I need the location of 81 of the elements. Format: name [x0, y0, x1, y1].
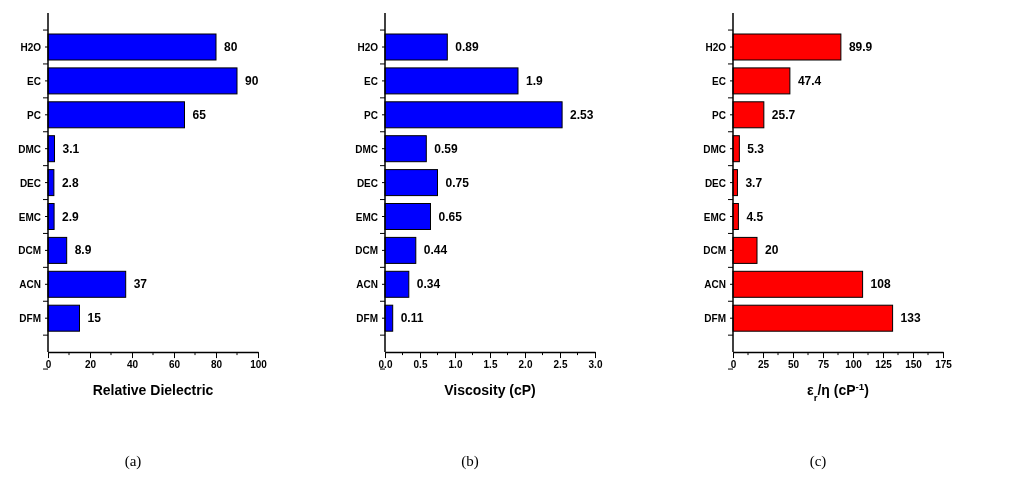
data-label: 0.34 — [416, 277, 441, 292]
x-tick-label: 80 — [210, 359, 223, 371]
data-label: 0.11 — [400, 311, 424, 326]
x-tick-label: 1.0 — [448, 359, 463, 371]
data-label: 25.7 — [771, 107, 796, 122]
y-tick-label: DEC — [19, 177, 41, 189]
x-tick-label: 50 — [787, 359, 800, 371]
data-label: 1.9 — [526, 73, 544, 88]
text: (a) — [124, 453, 142, 470]
y-tick-label: DFM — [704, 313, 726, 325]
x-tick-label: 3.0 — [588, 359, 603, 371]
data-label: 3.7 — [745, 175, 763, 190]
y-tick-label: H2O — [20, 42, 42, 53]
y-tick-label: EMC — [703, 211, 726, 223]
y-tick-label: ACN — [704, 279, 726, 291]
data-label: 0.65 — [438, 209, 463, 224]
x-tick-label: 0.0 — [378, 359, 393, 371]
y-tick-label: EC — [364, 75, 378, 87]
y-tick-label: DMC — [355, 143, 378, 155]
x-tick-label: 75 — [817, 359, 830, 371]
data-label: 0.89 — [455, 40, 479, 54]
data-label: 80 — [224, 40, 238, 54]
data-label: 0.59 — [434, 141, 458, 156]
x-tick-label: 100 — [845, 359, 863, 371]
y-tick-label: DCM — [703, 245, 726, 257]
x-tick-label: 25 — [757, 359, 770, 371]
x-tick-label: 20 — [84, 359, 97, 371]
data-label: 8.9 — [74, 243, 92, 258]
data-label: 2.8 — [61, 175, 79, 190]
y-tick-label: DFM — [356, 313, 378, 325]
data-label: 3.1 — [62, 141, 80, 156]
y-tick-label: H2O — [705, 42, 727, 53]
data-label: 20 — [765, 243, 779, 258]
x-tick-label: 0 — [45, 359, 52, 371]
data-label: 37 — [133, 277, 148, 292]
x-tick-label: 175 — [935, 359, 953, 371]
x-tick-label: 40 — [126, 359, 139, 371]
text: (b) — [461, 453, 479, 470]
data-label: 90 — [245, 73, 259, 88]
data-label: 47.4 — [797, 73, 822, 88]
data-label: 0.44 — [423, 243, 448, 258]
x-tick-label: 2.0 — [518, 359, 533, 371]
text: (c) — [809, 453, 827, 470]
x-tick-label: 2.5 — [553, 359, 568, 371]
y-tick-label: DCM — [355, 245, 378, 257]
y-tick-label: DEC — [704, 177, 726, 189]
y-tick-label: EMC — [355, 211, 378, 223]
y-tick-label: ACN — [356, 279, 378, 291]
x-axis-title: Relative Dielectric — [92, 382, 214, 399]
data-label: 2.9 — [62, 209, 80, 224]
y-tick-label: EMC — [18, 211, 41, 223]
y-tick-label: EC — [712, 75, 726, 87]
data-label: 2.53 — [570, 107, 594, 122]
data-label: 4.5 — [746, 209, 764, 224]
y-tick-label: DMC — [18, 143, 41, 155]
x-tick-label: 0.5 — [413, 359, 428, 371]
y-tick-label: DEC — [356, 177, 378, 189]
y-tick-label: EC — [27, 75, 41, 87]
data-label: 65 — [192, 107, 207, 122]
data-label: 133 — [900, 311, 921, 326]
x-axis-title: Viscosity (cP) — [444, 382, 536, 399]
y-tick-label: PC — [27, 109, 41, 121]
x-tick-label: 150 — [905, 359, 923, 371]
x-tick-label: 0 — [730, 359, 737, 371]
data-label: 0.75 — [445, 175, 470, 190]
y-tick-label: DMC — [703, 143, 726, 155]
data-label: 5.3 — [747, 141, 765, 156]
x-tick-label: 100 — [250, 359, 268, 371]
y-tick-label: PC — [712, 109, 726, 121]
data-label: 89.9 — [848, 40, 873, 54]
data-label: 108 — [870, 277, 891, 292]
x-tick-label: 1.5 — [483, 359, 498, 371]
x-tick-label: 60 — [168, 359, 181, 371]
x-axis-title: ε$_{r}$/η (cP$^{-1}$) — [807, 380, 869, 403]
y-tick-label: DCM — [18, 245, 41, 257]
data-label: 15 — [87, 311, 102, 326]
y-tick-label: ACN — [19, 279, 41, 291]
x-tick-label: 125 — [875, 359, 893, 371]
y-tick-label: H2O — [357, 42, 379, 53]
y-tick-label: PC — [364, 109, 378, 121]
y-tick-label: DFM — [19, 313, 41, 325]
